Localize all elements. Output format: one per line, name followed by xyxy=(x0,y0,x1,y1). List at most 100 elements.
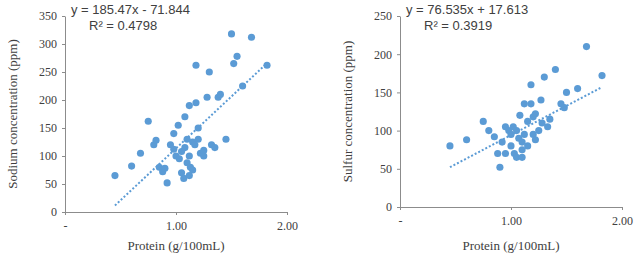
y-tick: 0 xyxy=(386,200,400,214)
scatter-point xyxy=(137,150,144,157)
x-tick: 2.00 xyxy=(612,207,633,228)
scatter-point xyxy=(541,74,548,81)
scatter-point xyxy=(204,94,211,101)
y-axis-line xyxy=(400,17,401,208)
plot-area xyxy=(446,43,605,171)
scatter-point xyxy=(535,127,542,134)
y-tick-mark xyxy=(397,169,400,170)
x-tick-label: - xyxy=(64,219,68,233)
scatter-point xyxy=(502,150,509,157)
y-axis-line xyxy=(65,17,66,213)
scatter-point xyxy=(516,112,523,119)
annotation: y = 185.47x - 71.844 xyxy=(71,2,190,17)
scatter-point xyxy=(186,102,193,109)
scatter-point xyxy=(519,146,526,153)
scatter-point xyxy=(524,118,531,125)
scatter-point xyxy=(521,100,528,107)
scatter-point xyxy=(152,137,159,144)
y-tick-label: 100 xyxy=(39,149,57,163)
y-tick: 50 xyxy=(45,177,65,191)
x-tick-label: 2.00 xyxy=(612,214,633,228)
scatter-point xyxy=(480,118,487,125)
y-tick-label: 250 xyxy=(39,65,57,79)
x-tick-label: 2.00 xyxy=(277,219,298,233)
x-tick-label: - xyxy=(399,214,403,228)
y-tick: 150 xyxy=(374,86,400,100)
y-tick: 350 xyxy=(39,9,65,23)
y-tick-mark xyxy=(397,207,400,208)
y-tick-mark xyxy=(62,72,65,73)
scatter-point xyxy=(494,150,501,157)
scatter-point xyxy=(217,91,224,98)
x-tick-mark xyxy=(622,207,623,210)
x-tick-label: 1.00 xyxy=(501,214,522,228)
scatter-point xyxy=(527,81,534,88)
scatter-point xyxy=(233,53,240,60)
x-tick-mark xyxy=(176,212,177,215)
y-tick-label: 150 xyxy=(374,86,392,100)
scatter-point xyxy=(239,82,246,89)
y-tick-mark xyxy=(62,100,65,101)
scatter-point xyxy=(222,136,229,143)
figure: - 1.00 2.00 0 50 100 150 200 250 300 350 y = 185.47… xyxy=(0,0,641,267)
scatter-point xyxy=(111,172,118,179)
y-axis-title: Sulfur concentration (ppm) xyxy=(340,41,355,183)
scatter-point xyxy=(496,164,503,171)
x-tick-mark xyxy=(511,207,512,210)
y-tick: 150 xyxy=(39,121,65,135)
scatter-point xyxy=(228,30,235,37)
scatter-point xyxy=(491,133,498,140)
scatter-point xyxy=(521,131,528,138)
y-tick-mark xyxy=(62,156,65,157)
scatter-point xyxy=(161,165,168,172)
y-tick-label: 200 xyxy=(39,93,57,107)
annotation: y = 76.535x + 17.613 xyxy=(406,2,528,17)
y-tick-label: 200 xyxy=(374,48,392,62)
scatter-point xyxy=(583,43,590,50)
scatter-point xyxy=(164,179,171,186)
y-tick-label: 0 xyxy=(51,205,57,219)
y-axis: 0 50 100 150 200 250 xyxy=(374,9,401,214)
y-tick-mark xyxy=(62,128,65,129)
x-tick: 2.00 xyxy=(277,212,298,233)
y-tick-mark xyxy=(62,212,65,213)
scatter-point xyxy=(200,147,207,154)
y-tick-label: 350 xyxy=(39,9,57,23)
scatter-point xyxy=(195,124,202,131)
y-tick-label: 100 xyxy=(374,124,392,138)
y-tick: 200 xyxy=(374,48,400,62)
scatter-point xyxy=(181,144,188,151)
y-tick: 200 xyxy=(39,93,65,107)
y-tick: 50 xyxy=(380,162,400,176)
y-tick-label: 50 xyxy=(45,177,57,191)
scatter-point xyxy=(561,104,568,111)
x-tick: - xyxy=(399,207,403,228)
scatter-point xyxy=(519,154,526,161)
y-tick: 300 xyxy=(39,37,65,51)
scatter-point xyxy=(176,155,183,162)
y-tick-label: 300 xyxy=(39,37,57,51)
scatter-point xyxy=(128,163,135,170)
y-tick: 100 xyxy=(39,149,65,163)
y-axis: 0 50 100 150 200 250 300 350 xyxy=(39,9,66,219)
x-tick: - xyxy=(64,212,68,233)
scatter-point xyxy=(544,123,551,130)
y-tick: 250 xyxy=(39,65,65,79)
scatter-point xyxy=(598,72,605,79)
annotation: R² = 0.3919 xyxy=(424,18,492,33)
scatter-point xyxy=(546,116,553,123)
y-tick-label: 250 xyxy=(374,9,392,23)
annotation: R² = 0.4798 xyxy=(89,18,157,33)
scatter-point xyxy=(195,136,202,143)
y-axis-title: Sodium concentration (ppm) xyxy=(5,39,20,188)
y-tick: 100 xyxy=(374,124,400,138)
plot-area xyxy=(111,30,270,205)
scatter-point xyxy=(532,110,539,117)
scatter-point xyxy=(263,62,270,69)
scatter-point xyxy=(574,85,581,92)
scatter-point xyxy=(186,152,193,159)
chart-panel: -1.002.00050100150200250300350y = 185.47… xyxy=(5,2,298,253)
y-tick-label: 150 xyxy=(39,121,57,135)
y-tick-mark xyxy=(397,92,400,93)
y-tick: 250 xyxy=(374,9,400,23)
